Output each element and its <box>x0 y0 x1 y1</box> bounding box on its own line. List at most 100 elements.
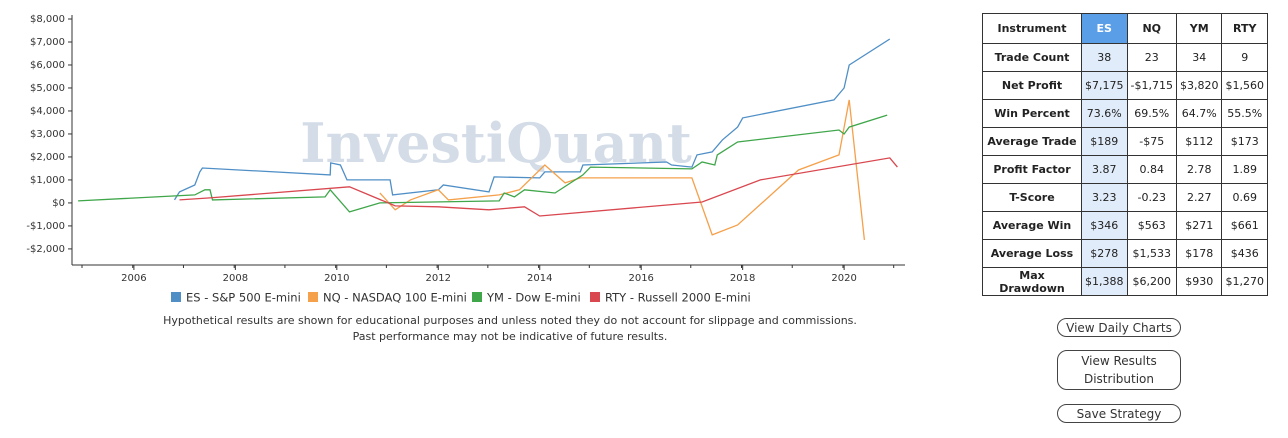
cell: -$75 <box>1126 127 1177 156</box>
row-label: Trade Count <box>982 43 1082 72</box>
row-label: Profit Factor <box>982 155 1082 184</box>
legend-swatch <box>171 292 181 302</box>
cell: 0.69 <box>1221 183 1268 212</box>
legend-label: NQ - NASDAQ 100 E-mini <box>323 291 467 305</box>
cell: 38 <box>1081 43 1128 72</box>
cell: $436 <box>1221 239 1268 268</box>
legend-label: RTY - Russell 2000 E-mini <box>605 291 751 305</box>
y-tick-label: $8,000 <box>30 14 65 25</box>
table-row: Profit Factor 3.87 0.84 2.78 1.89 <box>982 155 1268 184</box>
cell: $346 <box>1081 211 1128 240</box>
table-row: Net Profit $7,175 -$1,715 $3,820 $1,560 <box>982 71 1268 100</box>
row-label: Win Percent <box>982 99 1082 128</box>
y-tick-label: $2,000 <box>30 152 65 163</box>
cell: $1,533 <box>1126 239 1177 268</box>
disclaimer: Hypothetical results are shown for educa… <box>60 313 960 345</box>
stats-table: Instrument ES NQ YM RTY Trade Count 38 23 34 9 Net… <box>982 13 1268 296</box>
y-tick-label: $0 <box>52 198 65 209</box>
cell: $1,270 <box>1221 267 1268 296</box>
table-header-row: Instrument ES NQ YM RTY <box>982 13 1268 44</box>
cell: 0.84 <box>1126 155 1177 184</box>
x-tick-label: 2008 <box>223 273 248 284</box>
legend-label: ES - S&P 500 E-mini <box>186 291 301 305</box>
y-tick-label: -$1,000 <box>26 221 65 232</box>
cell: 3.87 <box>1081 155 1128 184</box>
x-tick-label: 2010 <box>324 273 349 284</box>
cell: $1,560 <box>1221 71 1268 100</box>
distribution-button[interactable]: View Results Distribution <box>1057 350 1181 390</box>
header-cell: NQ <box>1126 13 1177 44</box>
y-tick-label: $3,000 <box>30 129 65 140</box>
x-tick-label: 2006 <box>121 273 146 284</box>
cell: $6,200 <box>1126 267 1177 296</box>
x-tick-label: 2014 <box>527 273 552 284</box>
cell: $271 <box>1175 211 1223 240</box>
legend-label: YM - Dow E-mini <box>486 291 581 305</box>
table-row: T-Score 3.23 -0.23 2.27 0.69 <box>982 183 1268 212</box>
y-tick-label: $7,000 <box>30 37 65 48</box>
cell: 2.78 <box>1175 155 1223 184</box>
disclaimer-line: Past performance may not be indicative o… <box>352 330 668 343</box>
x-tick-label: 2020 <box>831 273 856 284</box>
cell: $112 <box>1175 127 1223 156</box>
header-cell: ES <box>1081 13 1128 44</box>
y-tick-label: $6,000 <box>30 60 65 71</box>
cell: $563 <box>1126 211 1177 240</box>
legend-swatch <box>590 292 600 302</box>
daily-charts-button[interactable]: View Daily Charts <box>1057 318 1181 337</box>
cell: 2.27 <box>1175 183 1223 212</box>
cell: $178 <box>1175 239 1223 268</box>
x-tick-label: 2018 <box>730 273 755 284</box>
cell: 34 <box>1175 43 1223 72</box>
cell: 73.6% <box>1081 99 1128 128</box>
series-line <box>173 38 891 201</box>
cell: $3,820 <box>1175 71 1223 100</box>
table-row: Trade Count 38 23 34 9 <box>982 43 1268 72</box>
cell: $661 <box>1221 211 1268 240</box>
row-label: T-Score <box>982 183 1082 212</box>
legend-swatch <box>472 292 482 302</box>
series-line <box>179 157 898 217</box>
table-row: Average Trade $189 -$75 $112 $173 <box>982 127 1268 156</box>
cell: -0.23 <box>1126 183 1177 212</box>
header-cell: RTY <box>1221 13 1268 44</box>
disclaimer-line: Hypothetical results are shown for educa… <box>163 314 857 327</box>
cell: 1.89 <box>1221 155 1268 184</box>
chart: InvestiQuant $8,000 $7,000 $6,000 $5,000 $4,0… <box>26 14 905 305</box>
cell: 69.5% <box>1126 99 1177 128</box>
row-label: Average Trade <box>982 127 1082 156</box>
cell: $189 <box>1081 127 1128 156</box>
y-tick-label: $4,000 <box>30 106 65 117</box>
cell: 55.5% <box>1221 99 1268 128</box>
row-label: Average Loss <box>982 239 1082 268</box>
cell: $278 <box>1081 239 1128 268</box>
y-tick-label: -$2,000 <box>26 244 65 255</box>
table-row: Average Loss $278 $1,533 $178 $436 <box>982 239 1268 268</box>
cell: $7,175 <box>1081 71 1128 100</box>
cell: 3.23 <box>1081 183 1128 212</box>
table-row: Win Percent 73.6% 69.5% 64.7% 55.5% <box>982 99 1268 128</box>
save-strategy-button[interactable]: Save Strategy <box>1057 404 1181 423</box>
table-row: Average Win $346 $563 $271 $661 <box>982 211 1268 240</box>
cell: 9 <box>1221 43 1268 72</box>
series-line <box>78 114 888 213</box>
watermark: InvestiQuant <box>300 111 692 175</box>
row-label: Average Win <box>982 211 1082 240</box>
series-line <box>379 99 866 240</box>
table-row: Max Drawdown $1,388 $6,200 $930 $1,270 <box>982 267 1268 296</box>
row-label: Net Profit <box>982 71 1082 100</box>
header-cell: Instrument <box>982 13 1082 44</box>
cell: 23 <box>1126 43 1177 72</box>
cell: -$1,715 <box>1126 71 1177 100</box>
x-tick-label: 2012 <box>426 273 451 284</box>
x-tick-label: 2016 <box>628 273 653 284</box>
cell: 64.7% <box>1175 99 1223 128</box>
legend-swatch <box>308 292 318 302</box>
cell: $930 <box>1175 267 1223 296</box>
y-tick-label: $1,000 <box>30 175 65 186</box>
row-label: Max Drawdown <box>982 267 1082 296</box>
cell: $173 <box>1221 127 1268 156</box>
header-cell: YM <box>1175 13 1223 44</box>
cell: $1,388 <box>1081 267 1128 296</box>
